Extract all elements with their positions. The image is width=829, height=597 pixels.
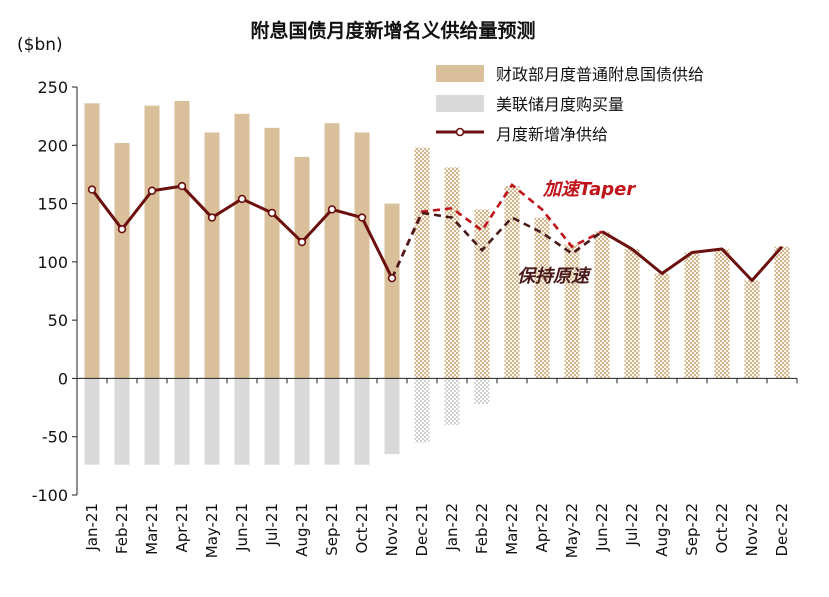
x-tick-label: Jul-22 [623, 503, 641, 547]
x-tick-label: Dec-22 [773, 503, 791, 557]
x-tick-label: Jun-22 [593, 503, 611, 552]
axes-layer: -100 -50 0 50 100 150 200 250 Jan-21 Feb-21 Mar-21… [32, 78, 798, 558]
fed-purchase-bar [354, 378, 370, 465]
treasury-bar [414, 147, 430, 379]
x-tick-label: Dec-21 [413, 503, 431, 557]
fed-purchase-bar [264, 378, 280, 465]
treasury-bar [264, 127, 280, 379]
legend-label-net: 月度新增净供给 [496, 125, 608, 144]
treasury-bar [384, 203, 400, 379]
fed-purchase-bar [414, 378, 430, 443]
x-tick-label: Apr-21 [173, 503, 191, 553]
x-tick-label: May-22 [563, 503, 581, 558]
bars-layer [84, 100, 790, 465]
y-tick-label: 150 [37, 195, 68, 214]
y-tick-label: -50 [42, 428, 68, 447]
keep-pace-line [390, 211, 603, 279]
treasury-bar [774, 246, 790, 379]
chart-title: 附息国债月度新增名义供给量预测 [250, 19, 535, 42]
treasury-bar [624, 249, 640, 379]
x-tick-label: Mar-21 [143, 503, 161, 555]
treasury-bar [564, 244, 580, 379]
net-supply-point [87, 185, 97, 194]
y-tick-label: 50 [48, 311, 68, 330]
net-supply-point [387, 273, 397, 283]
treasury-bar [84, 103, 100, 379]
x-tick-label: Feb-21 [113, 503, 131, 554]
x-tick-label: Jan-22 [443, 503, 461, 552]
treasury-bar [324, 123, 340, 379]
treasury-bar [114, 142, 130, 379]
x-tick-label: Feb-22 [473, 503, 491, 554]
x-tick-label: Oct-21 [353, 503, 371, 553]
y-tick-label: 200 [37, 136, 68, 155]
net-supply-point [237, 194, 247, 204]
fed-purchase-bar [84, 378, 100, 465]
treasury-bar [204, 132, 220, 379]
treasury-bar [174, 100, 190, 379]
legend-swatch-fed [436, 95, 484, 112]
treasury-bar [234, 113, 250, 379]
x-tick-label: Aug-22 [653, 503, 671, 557]
y-axis-label: ($bn) [17, 35, 63, 55]
net-supply-point [267, 208, 277, 218]
x-tick-label: Aug-21 [293, 503, 311, 557]
net-supply-point [297, 237, 307, 247]
treasury-bar [474, 209, 490, 379]
lines-layer [87, 181, 784, 283]
treasury-bar [654, 273, 670, 379]
fed-purchase-bar [294, 378, 310, 465]
fed-purchase-bar [114, 378, 130, 465]
x-tick-label: May-21 [203, 503, 221, 558]
net-supply-point [177, 181, 187, 191]
net-supply-point [117, 225, 127, 234]
legend-label-treasury: 财政部月度普通附息国债供给 [496, 65, 704, 84]
x-tick-label: Apr-22 [533, 503, 551, 553]
treasury-bar [354, 132, 370, 379]
x-tick-label: Nov-21 [383, 503, 401, 556]
legend: 财政部月度普通附息国债供给 美联储月度购买量 月度新增净供给 [436, 65, 704, 144]
y-tick-label: 100 [37, 253, 68, 272]
treasury-bar [594, 231, 610, 379]
x-tick-label: Jun-21 [233, 503, 251, 552]
fed-purchase-bar [444, 378, 460, 426]
fed-purchase-bar [324, 378, 340, 465]
x-tick-label: Sep-22 [683, 503, 701, 556]
x-tick-label: Jul-21 [263, 503, 281, 547]
fed-purchase-bar [144, 378, 160, 465]
annotation-accelerate-taper: 加速Taper [542, 179, 636, 200]
treasury-bar [684, 252, 700, 379]
y-tick-label: 250 [37, 78, 68, 97]
net-supply-line [601, 230, 784, 283]
legend-swatch-net-marker [455, 127, 465, 137]
fed-purchase-bar [174, 378, 190, 465]
x-tick-label: Mar-22 [503, 503, 521, 555]
treasury-bar [294, 156, 310, 379]
net-supply-point [357, 213, 367, 222]
treasury-bar [744, 280, 760, 379]
annotation-keep-pace: 保持原速 [517, 266, 592, 287]
fed-purchase-bar [384, 378, 400, 455]
net-supply-point [327, 205, 337, 214]
treasury-bar [534, 217, 550, 379]
treasury-bar [504, 186, 520, 379]
net-supply-point [147, 186, 157, 195]
treasury-bar [444, 167, 460, 379]
fed-purchase-bar [234, 378, 250, 465]
accelerate-taper-line [390, 183, 603, 279]
x-tick-label: Jan-21 [83, 503, 101, 552]
legend-label-fed: 美联储月度购买量 [496, 95, 624, 114]
legend-swatch-treasury [436, 65, 484, 82]
x-tick-label: Nov-22 [743, 503, 761, 556]
y-tick-label: 0 [58, 369, 68, 388]
fed-purchase-bar [204, 378, 220, 465]
treasury-bar [714, 249, 730, 379]
net-supply-point [207, 213, 217, 222]
x-tick-label: Sep-21 [323, 503, 341, 556]
y-tick-label: -100 [32, 486, 68, 505]
fed-purchase-bar [474, 378, 490, 405]
treasury-bar [144, 105, 160, 379]
x-tick-label: Oct-22 [713, 503, 731, 553]
